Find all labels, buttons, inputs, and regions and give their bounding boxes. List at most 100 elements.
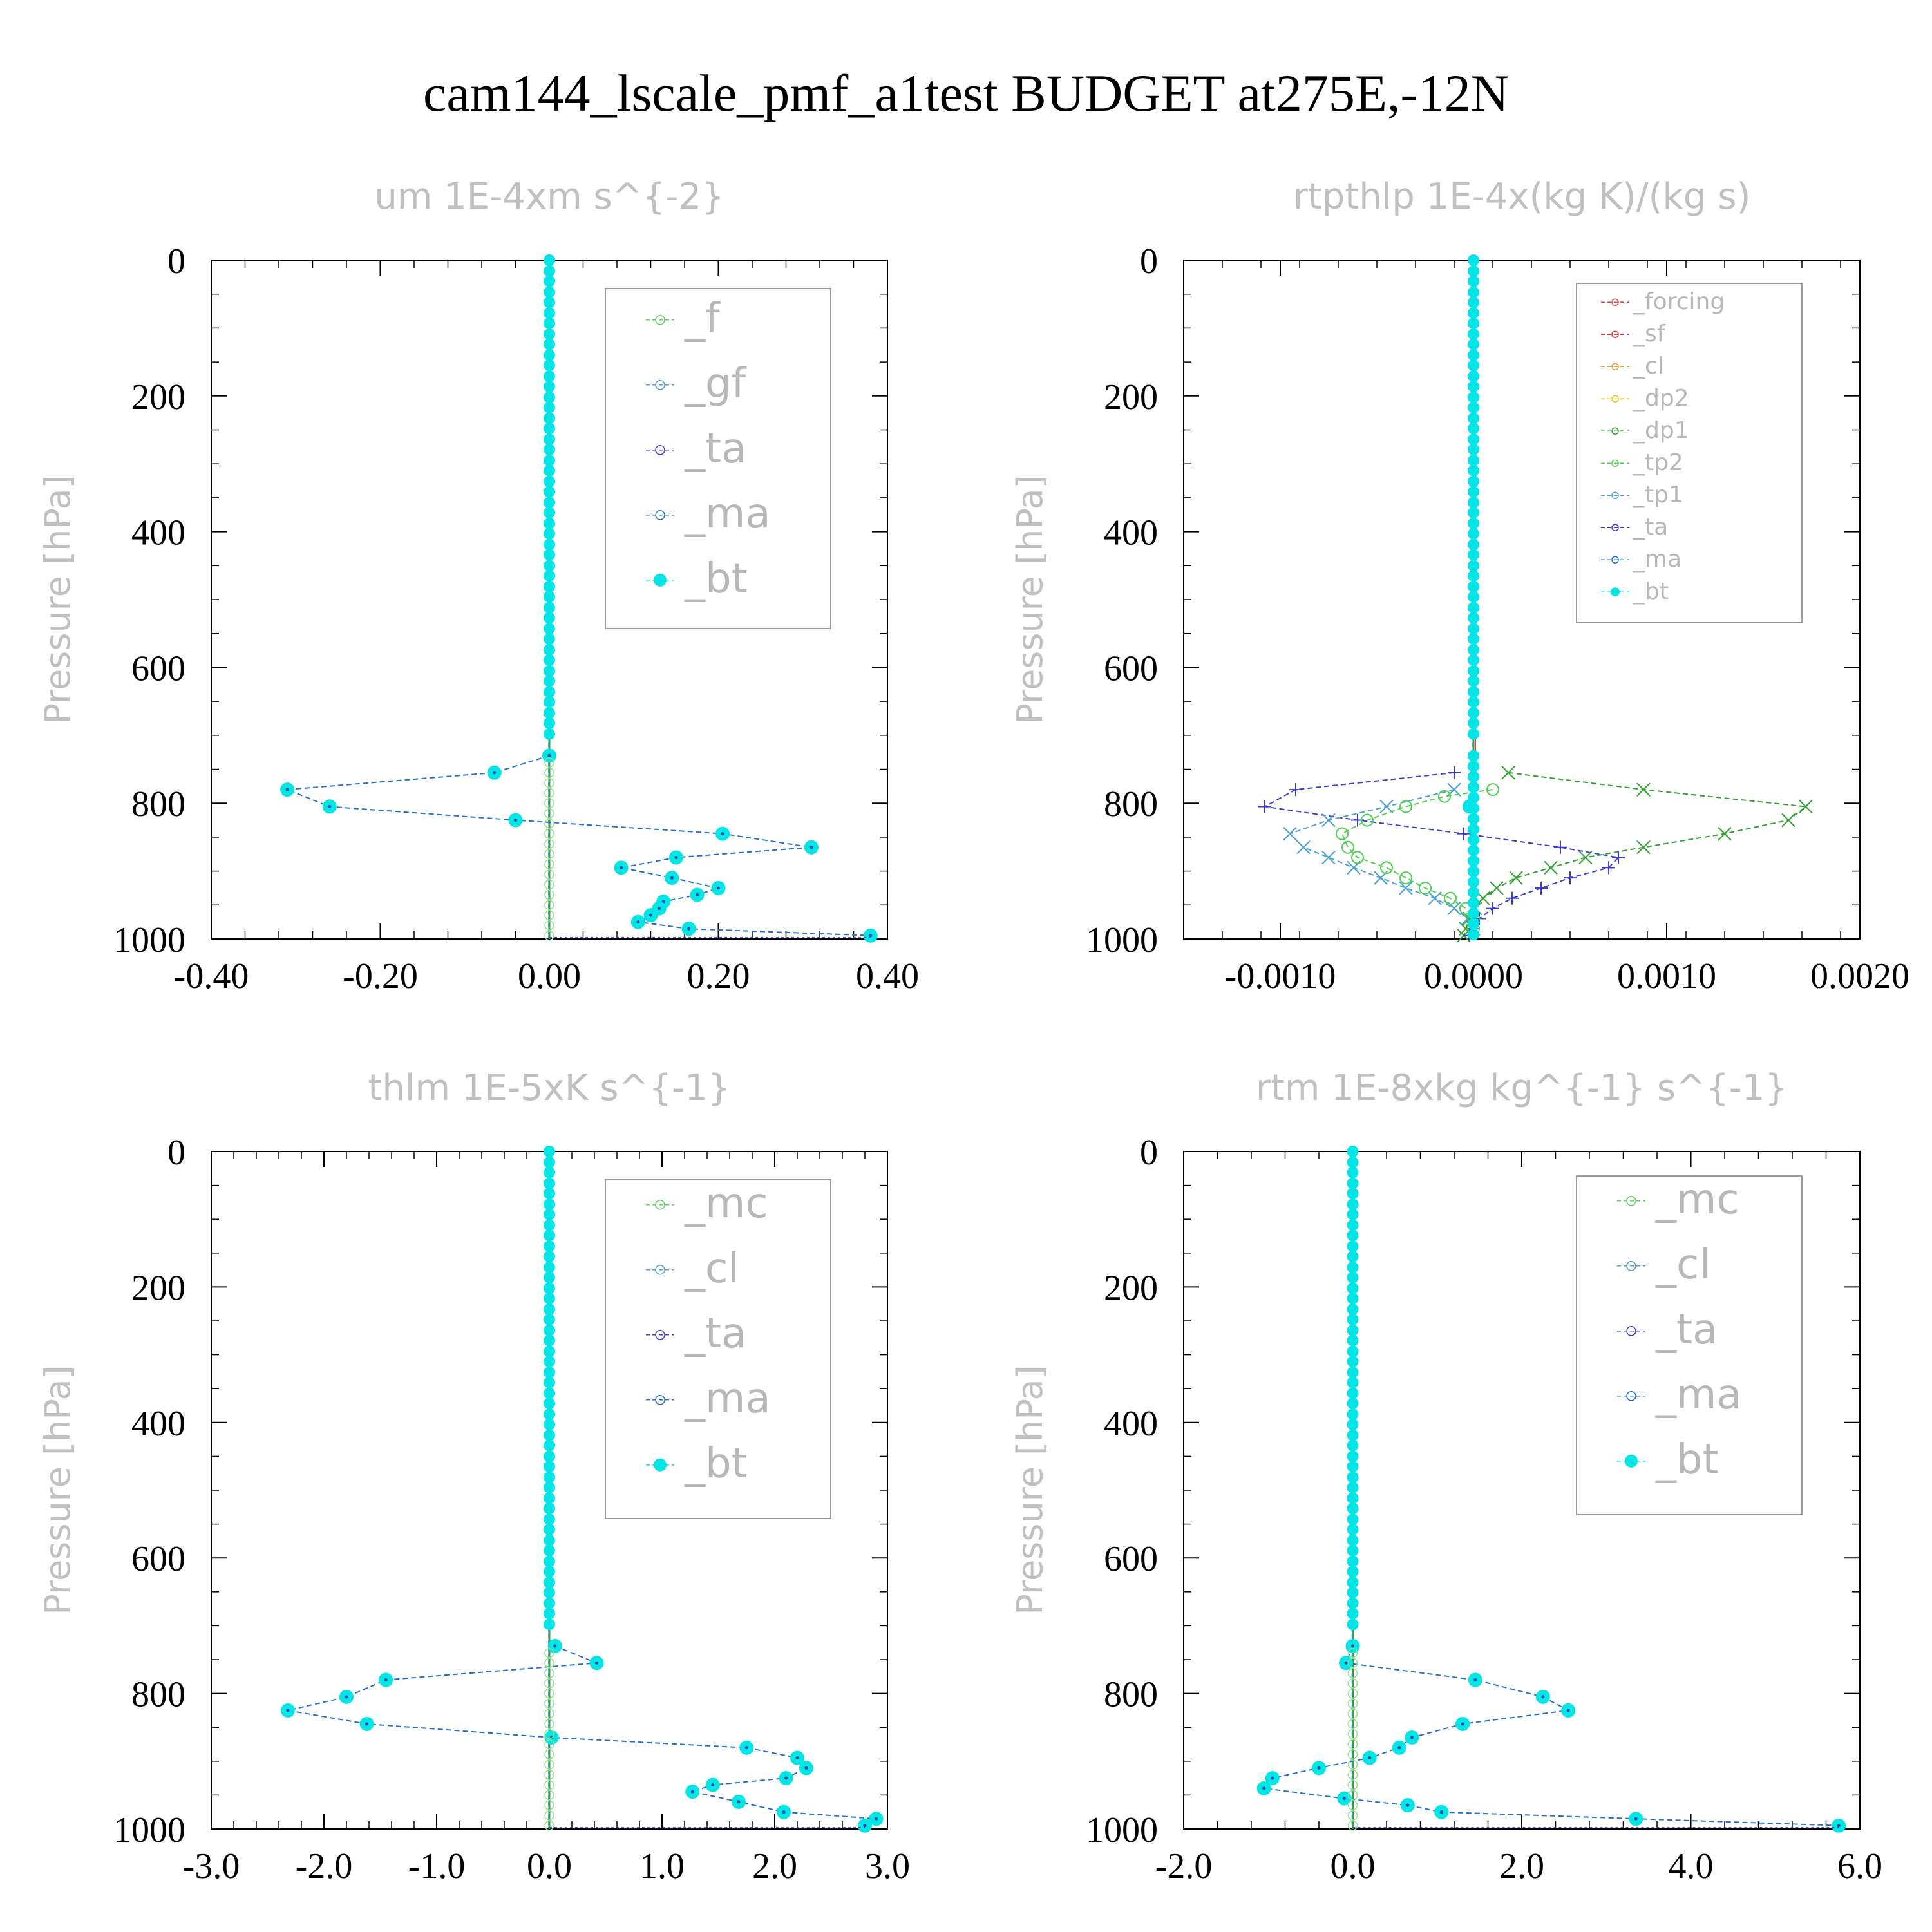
bt-point	[1468, 359, 1479, 372]
f-point	[544, 777, 554, 788]
bt-profile-line	[287, 755, 871, 936]
legend-entry-label: _f	[684, 295, 721, 343]
bt-point	[544, 1166, 555, 1179]
ma-point	[658, 907, 661, 911]
dp1-point	[1636, 840, 1651, 855]
bt-point	[1347, 1618, 1359, 1631]
ma-point	[595, 1661, 598, 1665]
f-point	[544, 1779, 554, 1790]
legend-swatch-marker	[1626, 1326, 1636, 1336]
ma-point	[670, 876, 674, 880]
legend: _forcing _sf _cl _dp2 _dp1 _tp2 _tp1 _ta _ma _bt	[1576, 283, 1803, 623]
y-axis-label: Pressure [hPa]	[1010, 1365, 1050, 1615]
legend-entry-label: _mc	[1655, 1176, 1739, 1224]
bt-point	[544, 1356, 555, 1368]
bt-point	[544, 1293, 555, 1305]
bt-point	[1468, 381, 1479, 393]
bt-point	[1347, 1271, 1359, 1283]
x-tick-label: 0.40	[856, 956, 919, 996]
ma-point	[687, 927, 691, 931]
panel-subtitle: rtm 1E-8xkg kg^{-1} s^{-1}	[1256, 1067, 1788, 1109]
ma-point	[345, 1695, 348, 1699]
bt-point	[544, 717, 555, 729]
f-point	[544, 1800, 554, 1810]
ma-point	[784, 1776, 788, 1780]
legend-swatch-marker	[1611, 459, 1619, 467]
f-point	[544, 808, 554, 819]
f-point	[1347, 1698, 1358, 1709]
x-tick-label: 0.0	[1331, 1846, 1376, 1886]
bt-point	[1468, 623, 1479, 635]
f-point	[544, 1770, 554, 1780]
y-tick-label: 0	[167, 242, 185, 281]
bt-point	[1347, 1397, 1359, 1410]
x-tick-label: 0.0020	[1810, 956, 1909, 996]
bt-point	[1347, 1303, 1359, 1316]
panel-subtitle: um 1E-4xm s^{-2}	[374, 176, 724, 218]
ma-point	[547, 753, 551, 757]
tp2-point	[1361, 813, 1374, 827]
bt-point	[544, 1303, 555, 1316]
bt-point	[1347, 1198, 1359, 1211]
bt-point	[544, 507, 555, 519]
bt-point	[544, 665, 555, 677]
bt-point	[1347, 1166, 1359, 1179]
bt-point	[544, 580, 555, 592]
panel-0: um 1E-4xm s^{-2} Pressure [hPa] 0 200 400 600…	[37, 176, 919, 996]
bt-point	[544, 1513, 555, 1526]
bt-point	[1468, 328, 1479, 340]
f-point	[544, 900, 554, 911]
bt-point	[1468, 296, 1479, 308]
legend: _f _gf _ta _ma _bt	[605, 288, 831, 629]
y-tick-label: 800	[1104, 784, 1158, 824]
bt-point	[544, 381, 555, 393]
legend-swatch-marker	[1611, 395, 1619, 402]
tp2-point	[1444, 891, 1457, 905]
bt-point	[544, 1251, 555, 1263]
ma-point	[744, 1746, 748, 1750]
bt-point	[544, 654, 555, 666]
bt-point	[1347, 1261, 1359, 1273]
bt-point	[1347, 1408, 1359, 1421]
f-point	[544, 819, 554, 829]
bt-point	[1468, 265, 1479, 277]
f-point	[1347, 1728, 1358, 1739]
bt-point	[1468, 771, 1479, 783]
legend-entry-label: _ma	[684, 1375, 771, 1423]
legend: _mc _cl _ta _ma _bt	[605, 1179, 831, 1519]
bt-point	[544, 1472, 555, 1484]
bt-point	[1468, 834, 1479, 846]
bt-point	[544, 623, 555, 635]
bt-point	[1468, 570, 1479, 582]
bt-point	[544, 370, 555, 383]
bt-point	[544, 1271, 555, 1283]
bt-point	[544, 1461, 555, 1473]
bt-point	[1347, 1461, 1359, 1473]
ma-point	[328, 804, 332, 808]
bt-point	[1347, 1229, 1359, 1242]
bt-point	[1468, 907, 1479, 920]
tp2-profile-line	[1341, 789, 1493, 929]
f-point	[544, 757, 554, 768]
dp1-point	[1509, 871, 1523, 885]
ma-point	[875, 1817, 878, 1821]
bt-point	[1347, 1524, 1359, 1536]
legend-box	[1576, 1175, 1803, 1515]
legend-entry-label: _tp2	[1633, 450, 1683, 476]
ma-point	[1406, 1803, 1410, 1807]
legend-entry-label: _ma	[1655, 1371, 1742, 1419]
legend-swatch-marker	[1611, 427, 1619, 435]
bt-point	[1347, 1450, 1359, 1463]
legend-entry-label: _ma	[1633, 546, 1681, 573]
bt-point	[544, 1366, 555, 1378]
bt-point	[1468, 866, 1479, 878]
ma-point	[1271, 1776, 1274, 1780]
y-tick-label: 600	[1104, 1539, 1158, 1579]
bt-point	[1347, 1334, 1359, 1347]
f-point	[1347, 1749, 1358, 1760]
bt-point	[1468, 654, 1479, 666]
f-point	[544, 920, 554, 931]
bt-point	[1347, 1544, 1359, 1557]
y-tick-label: 0	[1140, 1133, 1158, 1173]
bt-point	[1468, 750, 1479, 762]
